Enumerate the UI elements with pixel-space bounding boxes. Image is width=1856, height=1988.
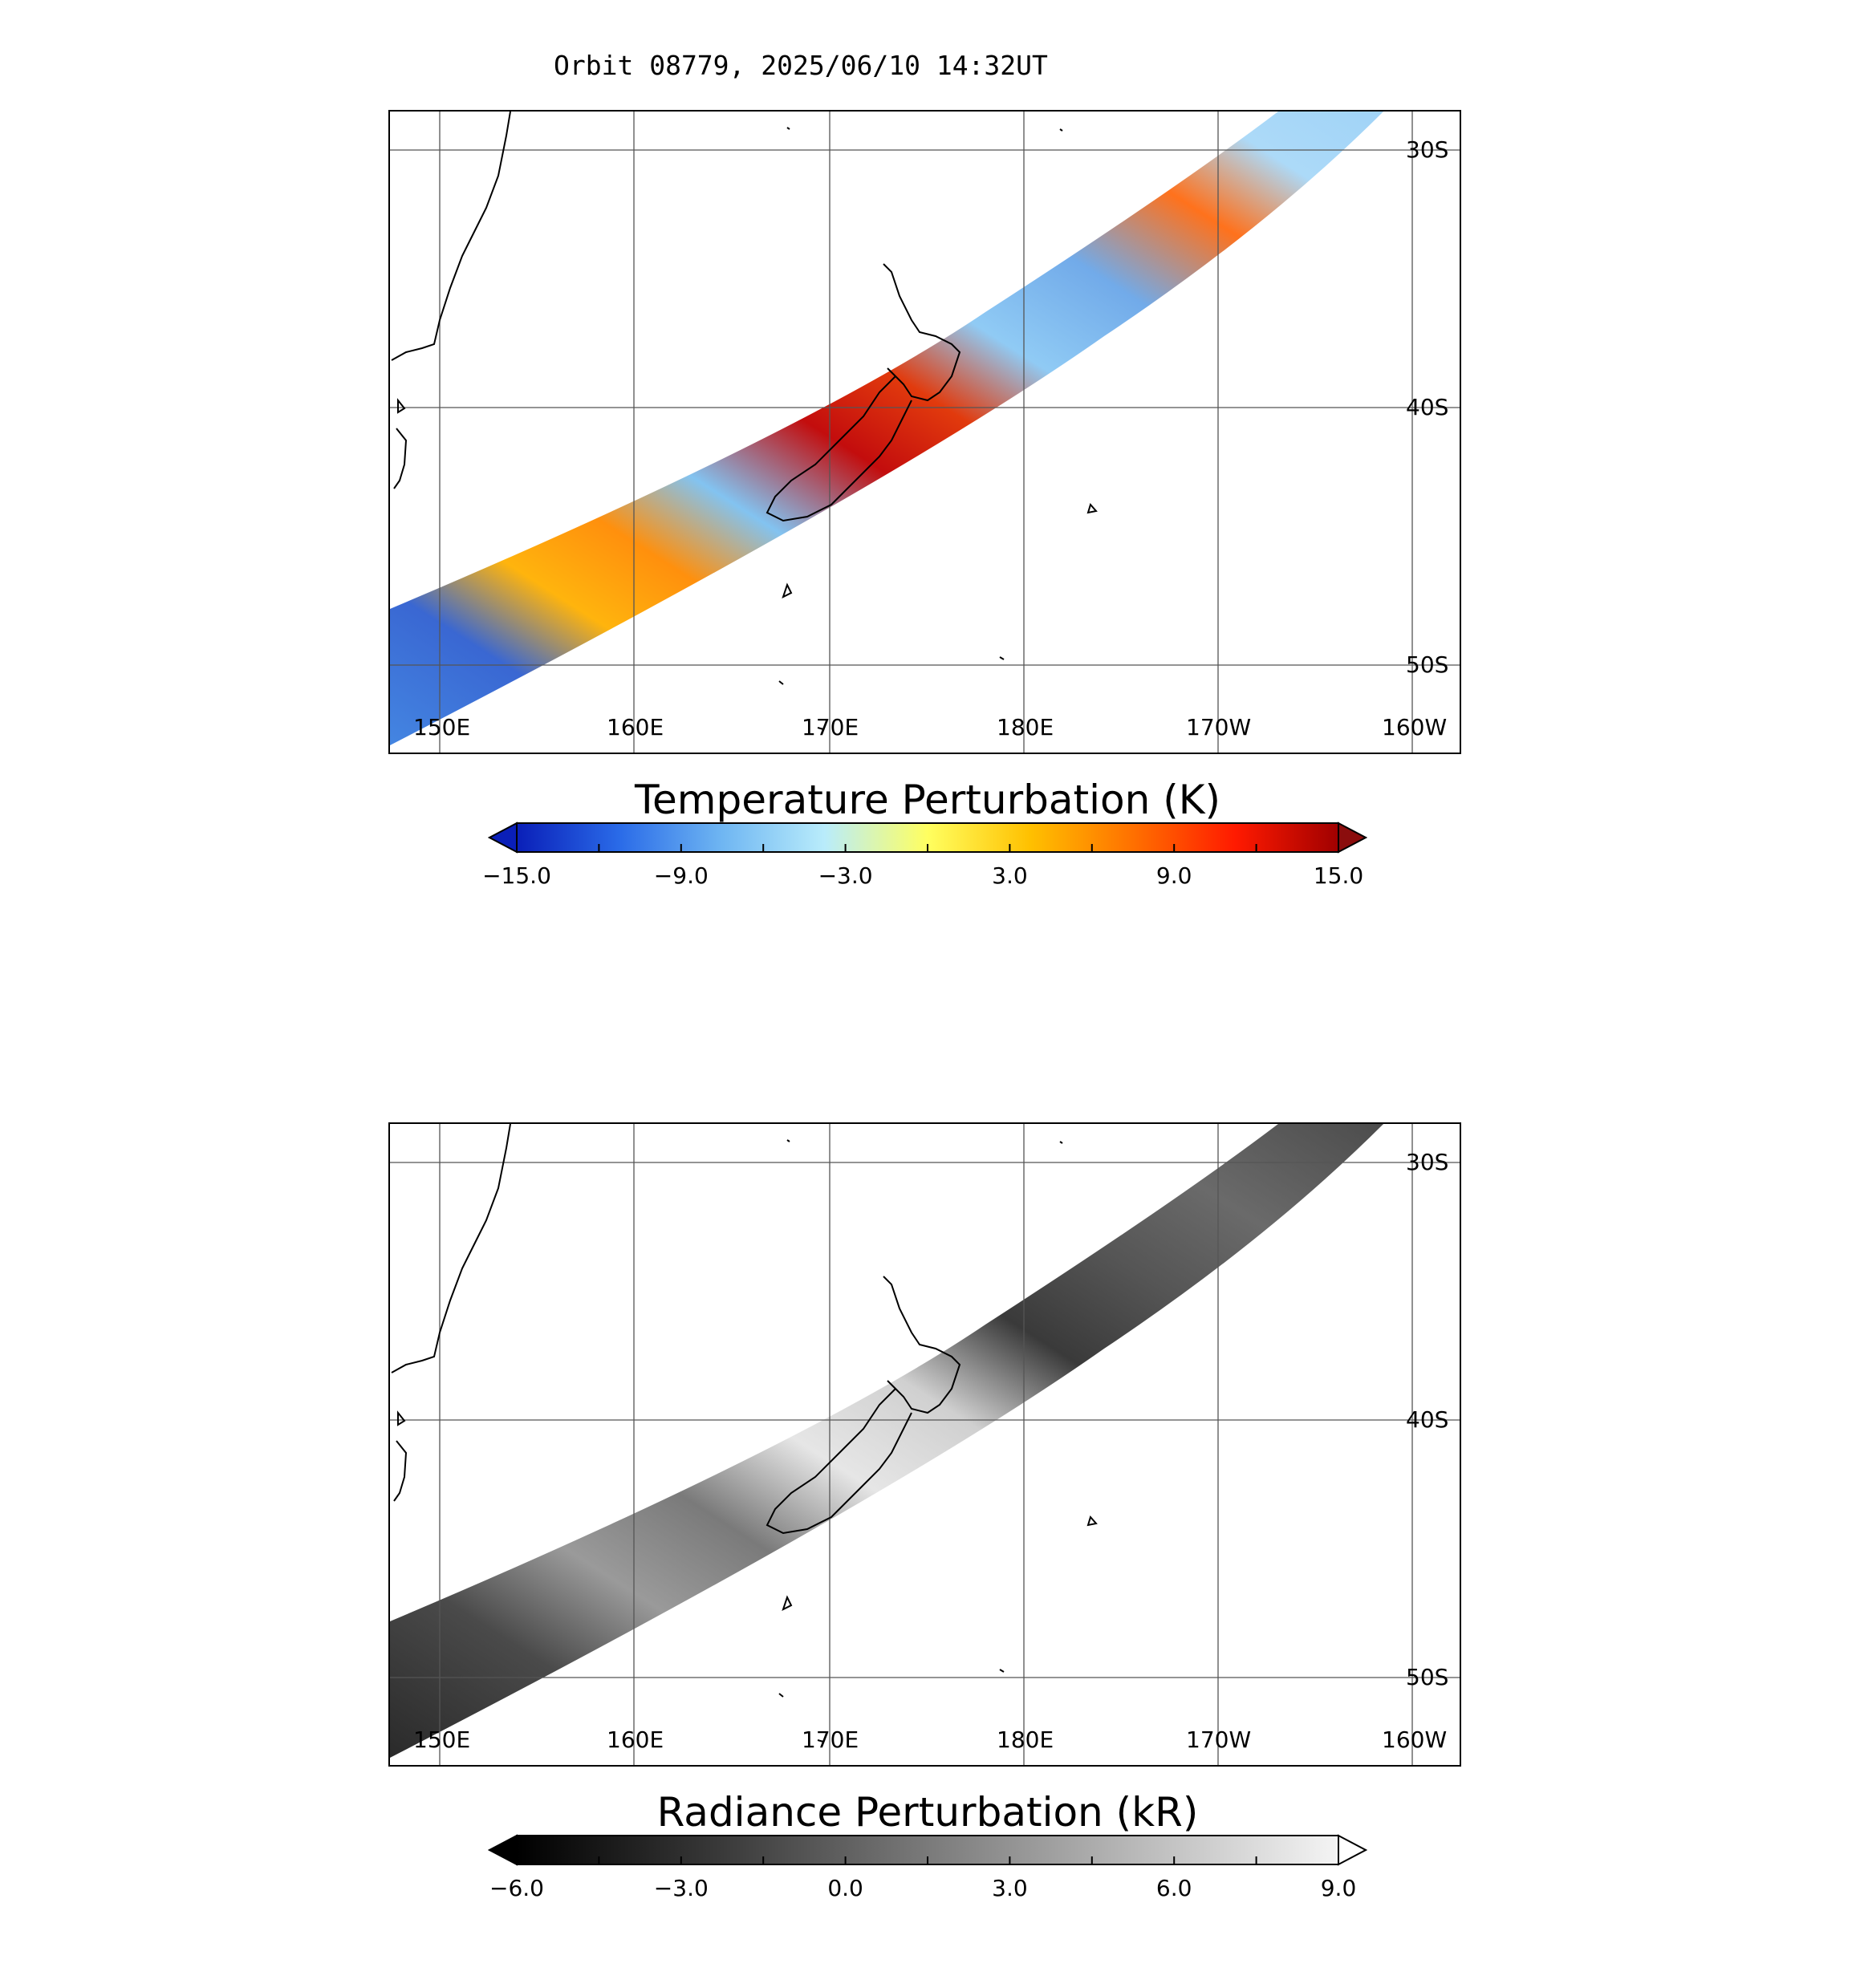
lat-label: 30S: [1406, 136, 1449, 163]
lon-label: 160W: [1382, 714, 1448, 740]
colorbar-tick-label: 15.0: [1313, 862, 1364, 889]
lon-label: 180E: [997, 1726, 1054, 1753]
plot-title: Orbit 08779, 2025/06/10 14:32UT: [554, 50, 1048, 81]
colorbar-under-triangle: [488, 1834, 518, 1866]
lon-label: 160E: [607, 1726, 664, 1753]
coastlines: [391, 1124, 1098, 1743]
colorbar-tick-label: 9.0: [1320, 1875, 1357, 1901]
lat-label: 40S: [1406, 394, 1449, 420]
lat-label: 30S: [1406, 1149, 1449, 1175]
coastlines: [391, 112, 1098, 730]
colorbar-tick-label: 3.0: [992, 1875, 1028, 1901]
lon-label: 160W: [1382, 1726, 1448, 1753]
colorbar-tick-label: 0.0: [827, 1875, 863, 1901]
radiance-colorbar: [488, 1834, 1367, 1866]
lon-label: 170E: [802, 714, 859, 740]
colorbar-tick-label: −15.0: [482, 862, 551, 889]
colorbar-over-triangle: [1338, 1834, 1367, 1866]
colorbar-tick-label: 9.0: [1155, 862, 1192, 889]
lon-label: 170W: [1186, 1726, 1252, 1753]
colorbar-tick-label: −6.0: [489, 1875, 544, 1901]
lon-label: 170E: [802, 1726, 859, 1753]
colorbar-over-triangle: [1338, 822, 1367, 854]
temperature-colorbar: [488, 822, 1367, 854]
colorbar-title: Radiance Perturbation (kR): [656, 1789, 1199, 1836]
lon-label: 160E: [607, 714, 664, 740]
lat-label: 50S: [1406, 651, 1449, 678]
lon-label: 150E: [413, 714, 471, 740]
colorbar-tick-label: 6.0: [1155, 1875, 1192, 1901]
colorbar-tick-label: −3.0: [653, 1875, 709, 1901]
swath-band: [390, 112, 1384, 745]
lon-label: 170W: [1186, 714, 1252, 740]
temperature-map: [388, 110, 1461, 754]
lon-label: 180E: [997, 714, 1054, 740]
colorbar-under-triangle: [488, 822, 518, 854]
colorbar-tick-label: −9.0: [653, 862, 709, 889]
lat-label: 50S: [1406, 1664, 1449, 1690]
lat-label: 40S: [1406, 1406, 1449, 1433]
colorbar-title: Temperature Perturbation (K): [634, 777, 1221, 823]
swath-band: [390, 1124, 1384, 1758]
colorbar-tick-label: 3.0: [992, 862, 1028, 889]
colorbar-tick-label: −3.0: [818, 862, 873, 889]
radiance-map: [388, 1122, 1461, 1767]
lon-label: 150E: [413, 1726, 471, 1753]
